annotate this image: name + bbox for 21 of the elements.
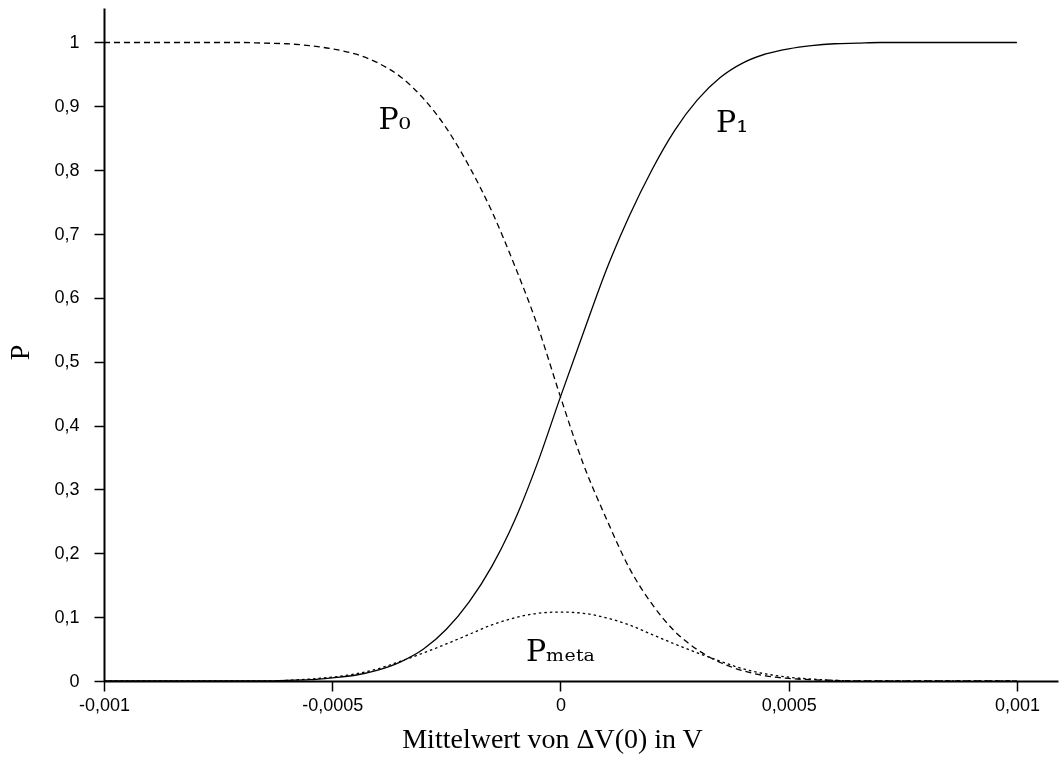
y-tick-label: 0,5 bbox=[54, 351, 80, 372]
series-label: P₀ bbox=[378, 100, 411, 136]
x-axis-title: Mittelwert von ΔV(0) in V bbox=[402, 722, 703, 754]
y-tick-label: 0,1 bbox=[54, 606, 80, 627]
y-tick-label: 0,8 bbox=[54, 159, 80, 180]
y-tick-label: 1 bbox=[69, 31, 80, 52]
x-tick-label: 0,0005 bbox=[761, 694, 817, 715]
y-tick-label: 0,3 bbox=[54, 478, 80, 499]
y-tick-label: 0,6 bbox=[54, 287, 80, 308]
y-tick-label: 0,7 bbox=[54, 223, 80, 244]
series-label: P₁ bbox=[716, 103, 749, 139]
series-label: Pₘₑₜₐ bbox=[525, 633, 596, 669]
x-tick-label: -0,0005 bbox=[302, 694, 364, 715]
y-tick-label: 0,4 bbox=[54, 415, 80, 436]
x-tick-label: 0 bbox=[555, 694, 566, 715]
x-tick-label: -0,001 bbox=[78, 694, 131, 715]
y-tick-label: 0,9 bbox=[54, 95, 80, 116]
y-axis-title: P bbox=[3, 344, 35, 361]
y-tick-label: 0 bbox=[69, 670, 80, 691]
x-tick-label: 0,001 bbox=[994, 694, 1040, 715]
y-tick-label: 0,2 bbox=[54, 542, 80, 563]
